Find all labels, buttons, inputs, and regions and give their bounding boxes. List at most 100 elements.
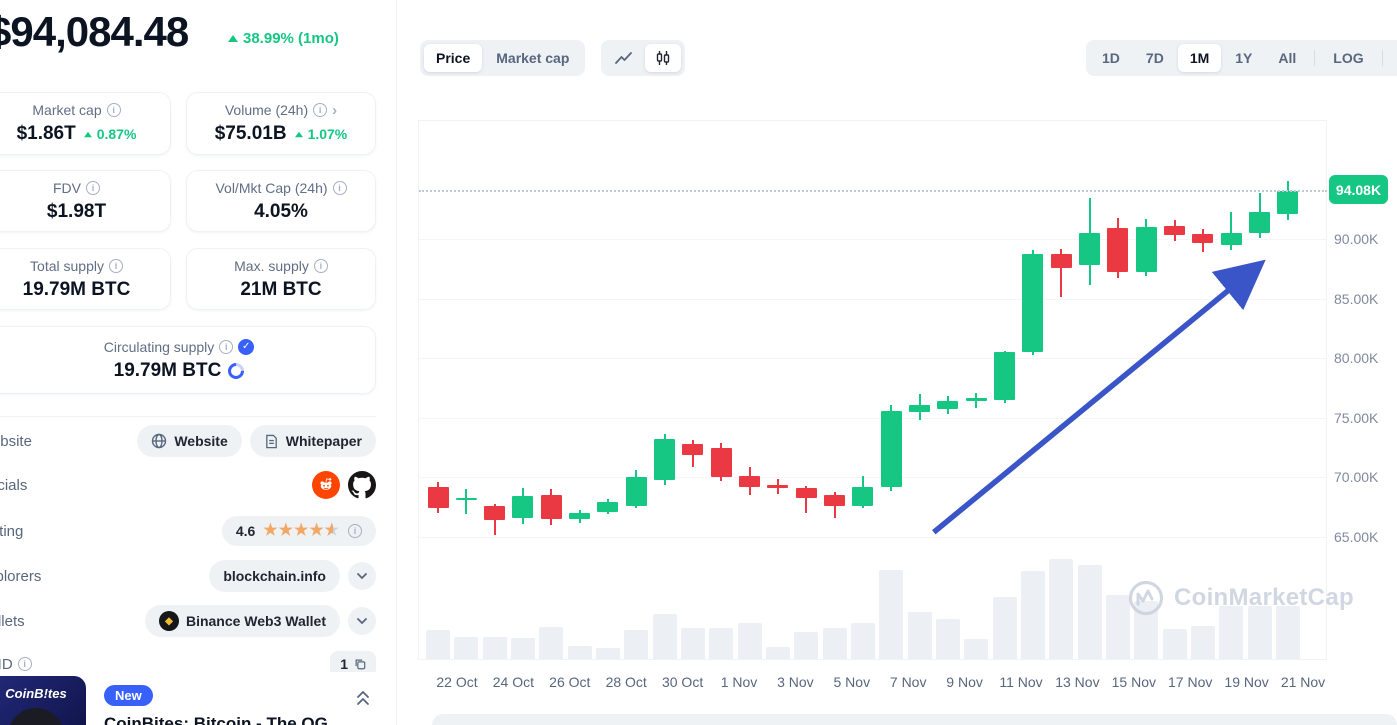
info-icon[interactable]: i	[313, 103, 328, 117]
candle-body	[682, 444, 704, 455]
range-1y[interactable]: 1Y	[1235, 50, 1253, 66]
log-scale-button[interactable]: LOG	[1333, 50, 1364, 66]
volume-bar	[1105, 595, 1130, 659]
socials-row-label: Socials	[0, 476, 28, 494]
double-chevron-up-icon	[357, 691, 369, 705]
y-axis-tick-label: 75.00K	[1334, 409, 1379, 426]
website-button-label: Website	[174, 433, 228, 449]
volume-bar	[1190, 626, 1215, 659]
more-options-button[interactable]: ···	[1389, 44, 1397, 72]
info-icon[interactable]: i	[108, 258, 123, 273]
vol-mkt-cap-label: Vol/Mkt Cap (24h)	[215, 179, 328, 196]
current-price: $94,084.48	[0, 8, 189, 55]
supply-progress-ring	[225, 359, 248, 382]
candle-wick	[805, 485, 808, 514]
watermark-text: CoinMarketCap	[1174, 584, 1354, 611]
chevron-down-icon	[357, 618, 367, 625]
next-section-edge	[432, 714, 1397, 725]
x-axis-tick-label: 7 Nov	[889, 674, 927, 690]
info-icon[interactable]: i	[332, 180, 347, 195]
wallet-link[interactable]: ◆ Binance Web3 Wallet	[144, 605, 340, 637]
up-arrow-icon	[294, 131, 303, 137]
volume-bar	[822, 628, 847, 659]
explorers-expand-button[interactable]	[348, 562, 376, 590]
gridline	[419, 477, 1326, 479]
coin-image	[8, 708, 64, 725]
candle-body	[512, 496, 534, 518]
max-supply-label: Max. supply	[234, 257, 309, 274]
candle-body	[767, 484, 789, 489]
info-icon[interactable]: i	[313, 258, 328, 273]
candlestick-chart-button[interactable]	[645, 44, 681, 72]
market-cap-value: $1.86T	[16, 123, 76, 144]
website-button[interactable]: Website	[137, 425, 242, 457]
collapse-button[interactable]	[354, 688, 372, 713]
coinbites-title[interactable]: CoinBites: Bitcoin - The OG	[104, 714, 328, 725]
volume-bar	[1247, 606, 1272, 659]
wallets-expand-button[interactable]	[348, 607, 376, 635]
x-axis-tick-label: 17 Nov	[1168, 674, 1213, 690]
candle-body	[1107, 228, 1129, 273]
candle-body	[654, 439, 676, 480]
line-chart-button[interactable]	[605, 44, 643, 72]
document-icon	[265, 434, 277, 448]
chart-plot-area[interactable]	[418, 120, 1327, 660]
volume-bar	[1219, 606, 1244, 659]
rating-value: 4.6	[235, 523, 256, 539]
info-icon[interactable]: i	[86, 180, 100, 195]
volume-bar	[1049, 559, 1074, 659]
volume-bar	[992, 597, 1017, 659]
current-price-badge: 94.08K	[1329, 175, 1388, 205]
market-cap-label: Market cap	[32, 102, 102, 118]
verified-badge-icon: ✓	[238, 338, 255, 355]
volume-bar	[794, 632, 819, 659]
candle-wick	[465, 489, 468, 515]
volume-bar	[1275, 606, 1300, 659]
rating-row: Rating 4.6 ★★★★★ i	[0, 516, 376, 546]
new-badge: New	[104, 685, 153, 706]
x-axis-tick-label: 22 Oct	[436, 674, 478, 690]
info-icon[interactable]: i	[17, 657, 32, 671]
tab-market-cap[interactable]: Market cap	[496, 50, 570, 66]
range-7d[interactable]: 7D	[1145, 50, 1164, 66]
candle-body	[427, 486, 449, 509]
x-axis-tick-label: 30 Oct	[661, 674, 704, 690]
volume-bar	[935, 619, 960, 659]
info-icon[interactable]: i	[348, 524, 362, 538]
divider	[1314, 50, 1316, 66]
y-axis-tick-label: 80.00K	[1334, 350, 1379, 367]
coinbites-thumbnail[interactable]: CoinB!tes	[0, 676, 86, 725]
tab-price[interactable]: Price	[424, 44, 483, 72]
rating-pill[interactable]: 4.6 ★★★★★ i	[221, 516, 376, 546]
volume-bar	[850, 623, 875, 659]
candle-body	[852, 486, 874, 506]
whitepaper-button-label: Whitepaper	[285, 433, 362, 449]
info-icon[interactable]: i	[219, 339, 234, 354]
globe-icon	[152, 433, 167, 449]
range-all[interactable]: All	[1278, 50, 1297, 66]
info-icon[interactable]: i	[106, 103, 121, 117]
x-axis-tick-label: 9 Nov	[946, 674, 983, 690]
chevron-right-icon[interactable]: ›	[332, 101, 338, 119]
github-icon[interactable]	[348, 471, 376, 499]
x-axis-tick-label: 28 Oct	[605, 674, 647, 690]
range-1d[interactable]: 1D	[1102, 50, 1120, 66]
reddit-icon[interactable]	[312, 471, 340, 499]
explorer-link[interactable]: blockchain.info	[209, 560, 340, 592]
panel-divider	[396, 0, 397, 725]
explorers-row-label: Explorers	[0, 567, 42, 585]
volume-value: $75.01B	[214, 123, 287, 144]
range-toggle: 1D 7D 1M 1Y All LOG ···	[1086, 40, 1397, 76]
volume-bar	[426, 630, 450, 659]
volume-card[interactable]: Volume (24h) i › $75.01B 1.07%	[186, 92, 376, 155]
candle-body	[739, 476, 761, 487]
x-axis-tick-label: 13 Nov	[1055, 674, 1100, 690]
candle-body	[455, 497, 477, 501]
whitepaper-button[interactable]: Whitepaper	[249, 425, 376, 457]
volume-bar	[595, 648, 620, 659]
x-axis-tick-label: 11 Nov	[999, 674, 1043, 690]
candle-body	[1192, 234, 1214, 243]
range-1m[interactable]: 1M	[1177, 44, 1222, 72]
wallets-row-label: Wallets	[0, 612, 25, 630]
